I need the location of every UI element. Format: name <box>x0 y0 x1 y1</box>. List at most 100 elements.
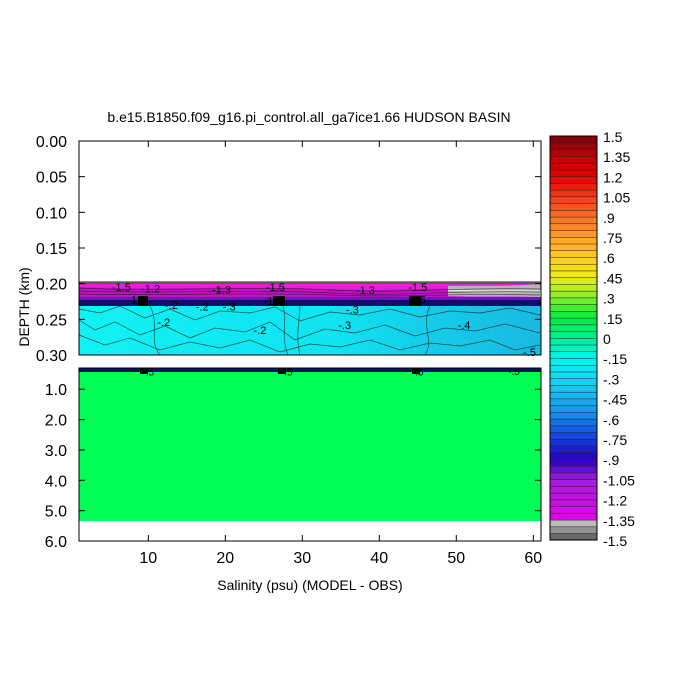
colorbar-bin <box>549 485 598 494</box>
contour-label: -1.5 <box>408 282 427 294</box>
colorbar-tick-label: -1.2 <box>603 493 627 509</box>
colorbar-labels: 1.5 1.35 1.2 1.05 .9 .75 .6 .45 .3 .15 0 -.15 -.3 -.4… <box>603 129 635 549</box>
colorbar-bin <box>549 337 598 346</box>
lower-y-tick-label: 5.0 <box>45 504 67 521</box>
x-tick-label: 10 <box>139 550 157 567</box>
colorbar-bin <box>549 499 598 507</box>
colorbar-bin <box>549 465 598 474</box>
colorbar-bin <box>549 223 598 231</box>
contour-label: -.4 <box>458 320 471 332</box>
contour-label: -1.2 <box>141 284 160 296</box>
x-tick-label: 60 <box>524 550 542 567</box>
colorbar-bin <box>549 364 598 373</box>
contour-label: -.2 <box>196 301 209 313</box>
colorbar-bin <box>549 472 598 480</box>
colorbar-bin <box>549 189 598 198</box>
contour-label: -1.5 <box>266 282 285 294</box>
lower-y-tick-label: 4.0 <box>45 473 67 490</box>
colorbar-bin <box>549 344 598 353</box>
colorbar-bin <box>549 512 598 521</box>
colorbar-bin <box>549 203 598 211</box>
colorbar-tick-label: .3 <box>603 291 615 307</box>
colorbar-bin <box>549 270 598 278</box>
x-axis: 10 20 30 40 50 60 <box>139 141 542 567</box>
colorbar-bin <box>549 263 598 272</box>
colorbar-bin <box>549 458 598 467</box>
green-region <box>79 372 541 521</box>
x-tick-label: 40 <box>370 550 388 567</box>
colorbar-bin <box>549 331 598 339</box>
contour-label: -.2 <box>157 317 170 329</box>
colorbar-bin <box>549 526 598 534</box>
lower-y-tick-label: 6.0 <box>45 534 67 551</box>
colorbar-bin <box>549 196 598 204</box>
colorbar-bin <box>549 519 598 528</box>
colorbar-bin <box>549 438 598 447</box>
colorbar-bin <box>549 398 598 406</box>
colorbar <box>549 135 598 541</box>
chart-title: b.e15.B1850.f09_g16.pi_control.all_ga7ic… <box>107 109 510 125</box>
colorbar-bin <box>549 371 598 379</box>
colorbar-tick-label: -1.35 <box>603 513 635 529</box>
contour-label: -.3 <box>223 301 236 313</box>
colorbar-bin <box>549 169 598 177</box>
colorbar-tick-label: .6 <box>603 250 615 266</box>
colorbar-bin <box>549 425 598 433</box>
colorbar-bin <box>549 243 598 252</box>
contour-lines-upper <box>78 287 541 356</box>
colorbar-tick-label: -.9 <box>603 452 620 468</box>
colorbar-bin <box>549 405 598 413</box>
black-markers-upper <box>138 296 421 306</box>
colorbar-tick-label: 1.5 <box>603 129 623 145</box>
upper-y-tick-label: 0.15 <box>36 241 67 258</box>
lower-y-tick-label: 1.0 <box>45 382 67 399</box>
colorbar-bin <box>549 304 598 312</box>
colorbar-bin <box>549 135 598 144</box>
colorbar-bin <box>549 297 598 305</box>
colorbar-bin <box>549 277 598 285</box>
colorbar-bin <box>549 452 598 460</box>
colorbar-bin <box>549 283 598 292</box>
contour-label: -.5 <box>281 368 293 379</box>
colorbar-bin <box>549 236 598 245</box>
colorbar-bin <box>549 142 598 151</box>
lower-y-tick-label: 2.0 <box>45 413 67 430</box>
upper-y-tick-label: 0.10 <box>36 205 67 222</box>
contour-label: -1.5 <box>112 282 131 294</box>
upper-y-axis: 0.00 0.05 0.10 0.15 0.20 0.25 0.30 <box>36 134 541 365</box>
contour-label: -.5 <box>412 368 424 379</box>
colorbar-bin <box>549 479 598 487</box>
colorbar-bin <box>549 310 598 319</box>
colorbar-bin <box>549 182 598 191</box>
upper-y-tick-label: 0.05 <box>36 170 67 187</box>
contour-label: -.5 <box>508 367 520 378</box>
colorbar-tick-label: -.75 <box>603 432 627 448</box>
contour-label: -.2 <box>254 325 267 337</box>
contour-label: -1.5 <box>127 294 146 306</box>
black-markers-lower <box>140 368 420 374</box>
contour-label: -.3 <box>338 320 351 332</box>
colorbar-bin <box>549 256 598 265</box>
colorbar-bin <box>549 155 598 164</box>
x-tick-label: 20 <box>216 550 234 567</box>
colorbar-bin <box>549 216 598 225</box>
colorbar-tick-label: -.45 <box>603 392 627 408</box>
contour-label: -1.5 <box>407 294 426 306</box>
colorbar-bin <box>549 324 598 332</box>
dark-top-strip <box>79 368 541 372</box>
colorbar-bin <box>549 506 598 514</box>
colorbar-bin <box>549 290 598 299</box>
colorbar-bin <box>549 357 598 366</box>
colorbar-bin <box>549 162 598 171</box>
colorbar-bin <box>549 149 598 157</box>
colorbar-bin <box>549 176 598 184</box>
colorbar-bin <box>549 418 598 427</box>
dark-strip <box>79 297 541 302</box>
colorbar-tick-label: -1.05 <box>603 472 635 488</box>
colorbar-tick-label: .9 <box>603 210 615 226</box>
colorbar-bin <box>549 384 598 393</box>
contour-label: -.3 <box>346 304 359 316</box>
colorbar-tick-label: 1.2 <box>603 169 623 185</box>
y-axis-label: DEPTH (km) <box>16 267 32 346</box>
